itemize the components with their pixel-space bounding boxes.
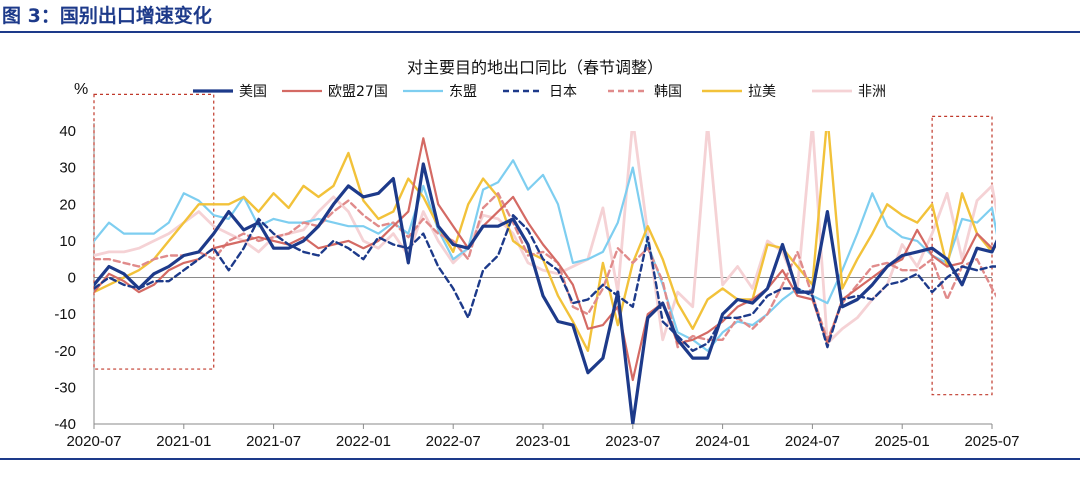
- x-tick-label: 2024-07: [785, 433, 840, 450]
- legend-label-3: 日本: [549, 84, 577, 100]
- y-axis-unit: %: [74, 81, 88, 98]
- x-tick-label: 2025-01: [875, 433, 930, 450]
- x-tick-label: 2021-07: [246, 433, 301, 450]
- x-tick-label: 2022-07: [426, 433, 481, 450]
- y-tick-label: 10: [59, 233, 76, 250]
- series-line-1: [94, 137, 996, 382]
- legend-label-6: 非洲: [858, 84, 886, 100]
- x-tick-label: 2022-01: [336, 433, 391, 450]
- figure-title: 图 3：国别出口增速变化: [2, 5, 212, 27]
- legend-label-2: 东盟: [449, 84, 477, 100]
- top-rule: [0, 31, 1080, 33]
- y-tick-label: -10: [54, 306, 76, 323]
- y-tick-label: 0: [68, 270, 76, 287]
- series-line-0: [94, 162, 996, 424]
- x-tick-label: 2021-01: [156, 433, 211, 450]
- x-tick-label: 2025-07: [964, 433, 1019, 450]
- series-line-5: [94, 131, 996, 352]
- chart-title: 对主要目的地出口同比（春节调整）: [407, 58, 663, 77]
- series-layer: [94, 131, 996, 424]
- x-tick-label: 2024-01: [695, 433, 750, 450]
- x-tick-label: 2023-01: [515, 433, 570, 450]
- legend: 美国 欧盟27国 东盟 日本 韩国 拉美 非洲: [193, 84, 886, 100]
- legend-label-5: 拉美: [748, 84, 776, 100]
- series-line-2: [94, 159, 996, 352]
- y-tick-label: 30: [59, 160, 76, 177]
- y-tick-label: -20: [54, 343, 76, 360]
- highlight-boxes: [93, 93, 993, 396]
- highlight-box: [93, 93, 215, 370]
- legend-label-1: 欧盟27国: [328, 84, 388, 100]
- highlight-box: [931, 115, 993, 396]
- y-tick-label: -30: [54, 379, 76, 396]
- x-tick-label: 2020-07: [66, 433, 121, 450]
- legend-label-4: 韩国: [654, 84, 682, 100]
- y-tick-label: -40: [54, 416, 76, 433]
- x-tick-label: 2023-07: [605, 433, 660, 450]
- y-tick-label: 40: [59, 123, 76, 140]
- y-tick-label: 20: [59, 196, 76, 213]
- bottom-rule: [0, 458, 1080, 460]
- legend-label-0: 美国: [239, 84, 267, 100]
